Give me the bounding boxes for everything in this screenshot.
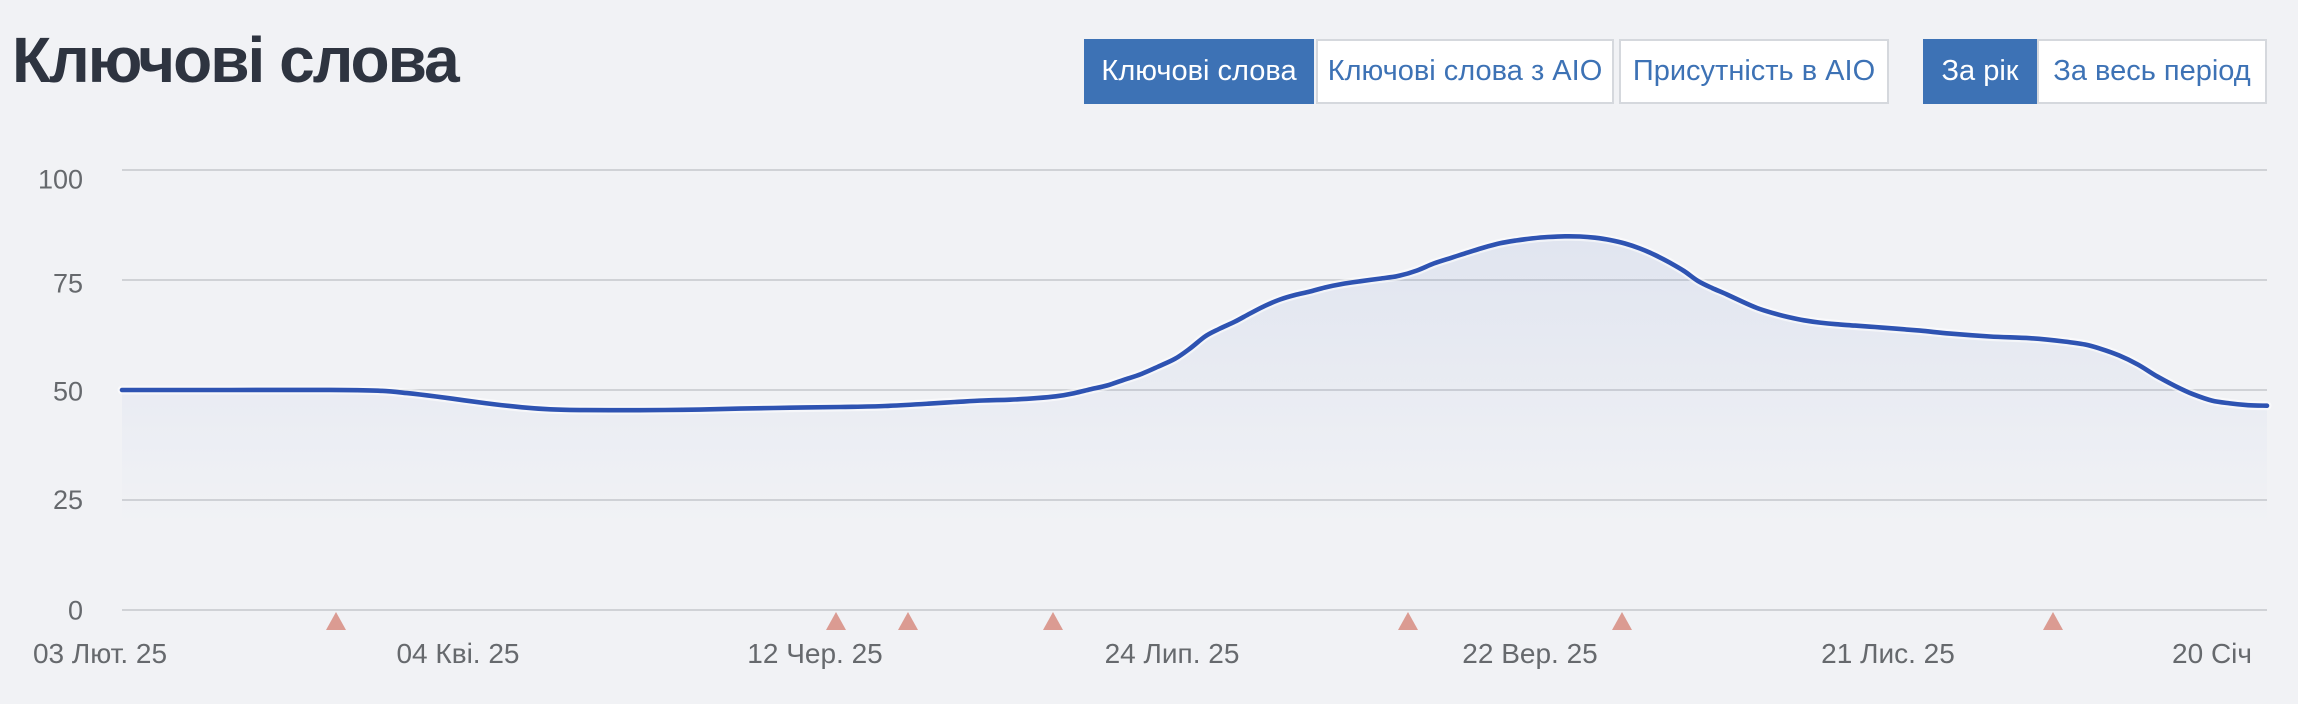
svg-text:24 Лип. 25: 24 Лип. 25 <box>1105 638 1240 669</box>
svg-text:0: 0 <box>68 596 83 626</box>
svg-text:20 Січ: 20 Січ <box>2172 638 2252 669</box>
svg-text:25: 25 <box>53 485 83 515</box>
svg-text:12 Чер. 25: 12 Чер. 25 <box>747 638 882 669</box>
svg-text:75: 75 <box>53 269 83 299</box>
svg-text:22 Вер. 25: 22 Вер. 25 <box>1462 638 1597 669</box>
svg-text:04 Кві. 25: 04 Кві. 25 <box>396 638 519 669</box>
svg-text:100: 100 <box>38 165 83 195</box>
svg-text:03 Лют. 25: 03 Лют. 25 <box>33 638 167 669</box>
svg-text:21 Лис. 25: 21 Лис. 25 <box>1821 638 1955 669</box>
svg-text:50: 50 <box>53 377 83 407</box>
